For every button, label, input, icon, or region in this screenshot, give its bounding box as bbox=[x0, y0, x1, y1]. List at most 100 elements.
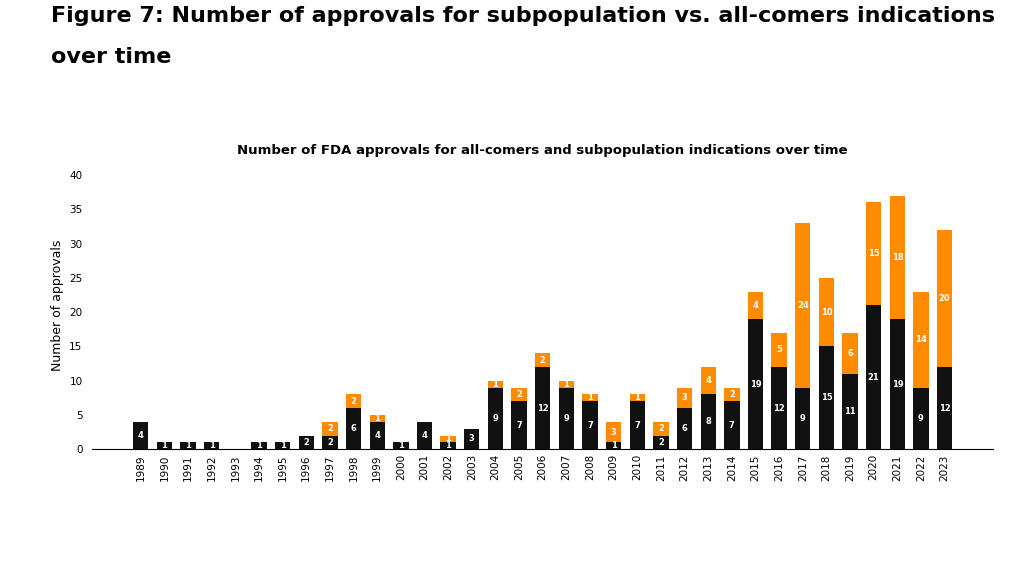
Text: 2: 2 bbox=[516, 390, 522, 399]
Bar bbox=[204, 442, 219, 449]
Text: 9: 9 bbox=[800, 414, 806, 423]
Bar bbox=[866, 305, 882, 449]
Text: 14: 14 bbox=[915, 335, 927, 344]
Bar bbox=[771, 367, 786, 449]
Text: 6: 6 bbox=[350, 424, 356, 433]
Bar bbox=[487, 381, 503, 388]
Bar bbox=[653, 435, 669, 449]
Bar bbox=[606, 422, 622, 442]
Text: 1: 1 bbox=[610, 441, 616, 450]
Text: over time: over time bbox=[51, 47, 172, 67]
Text: 7: 7 bbox=[729, 421, 735, 430]
Bar bbox=[487, 388, 503, 449]
Text: 1: 1 bbox=[375, 414, 380, 423]
Text: 1: 1 bbox=[634, 393, 640, 403]
Text: 3: 3 bbox=[610, 427, 616, 437]
Text: 20: 20 bbox=[939, 294, 950, 303]
Text: 3: 3 bbox=[469, 434, 475, 444]
Bar bbox=[890, 196, 905, 319]
Text: 12: 12 bbox=[537, 404, 549, 412]
Text: 7: 7 bbox=[635, 421, 640, 430]
Bar bbox=[370, 422, 385, 449]
Text: 15: 15 bbox=[867, 249, 880, 259]
Text: 1: 1 bbox=[493, 380, 499, 389]
Bar bbox=[843, 333, 858, 374]
Bar bbox=[677, 408, 692, 449]
Bar bbox=[511, 401, 526, 449]
Bar bbox=[795, 223, 810, 388]
Bar bbox=[630, 401, 645, 449]
Bar bbox=[346, 395, 361, 408]
Bar bbox=[583, 395, 598, 401]
Text: 2: 2 bbox=[303, 438, 309, 447]
Text: 15: 15 bbox=[820, 393, 833, 403]
Bar bbox=[299, 435, 314, 449]
Text: 3: 3 bbox=[682, 393, 687, 403]
Bar bbox=[843, 374, 858, 449]
Text: 9: 9 bbox=[563, 414, 569, 423]
Text: 11: 11 bbox=[844, 407, 856, 416]
Bar bbox=[370, 415, 385, 422]
Text: 1: 1 bbox=[209, 441, 215, 450]
Text: 2: 2 bbox=[327, 424, 333, 433]
Bar bbox=[606, 442, 622, 449]
Bar bbox=[464, 429, 479, 449]
Bar bbox=[583, 401, 598, 449]
Bar bbox=[275, 442, 291, 449]
Text: 1: 1 bbox=[398, 441, 403, 450]
Text: 18: 18 bbox=[892, 253, 903, 262]
Bar bbox=[323, 435, 338, 449]
Text: 6: 6 bbox=[847, 349, 853, 358]
Text: 1: 1 bbox=[445, 434, 452, 444]
Text: 19: 19 bbox=[892, 380, 903, 389]
Bar bbox=[251, 442, 266, 449]
Bar bbox=[771, 333, 786, 367]
Bar bbox=[440, 435, 456, 442]
Text: 2: 2 bbox=[658, 424, 664, 433]
Bar bbox=[653, 422, 669, 435]
Text: 1: 1 bbox=[185, 441, 191, 450]
Text: 6: 6 bbox=[682, 424, 687, 433]
Bar bbox=[937, 230, 952, 367]
Text: 9: 9 bbox=[493, 414, 499, 423]
Text: 1: 1 bbox=[162, 441, 167, 450]
Bar bbox=[559, 381, 574, 388]
Text: 4: 4 bbox=[422, 431, 427, 440]
Bar bbox=[819, 346, 835, 449]
Title: Number of FDA approvals for all-comers and subpopulation indications over time: Number of FDA approvals for all-comers a… bbox=[238, 145, 848, 157]
Text: 4: 4 bbox=[706, 376, 711, 385]
Text: 2: 2 bbox=[658, 438, 664, 447]
Bar bbox=[866, 202, 882, 305]
Bar bbox=[700, 367, 716, 395]
Text: 1: 1 bbox=[587, 393, 593, 403]
Text: 5: 5 bbox=[776, 346, 782, 354]
Bar bbox=[157, 442, 172, 449]
Bar bbox=[535, 353, 551, 367]
Bar bbox=[913, 388, 929, 449]
Text: 7: 7 bbox=[587, 421, 593, 430]
Bar bbox=[133, 422, 148, 449]
Bar bbox=[748, 319, 763, 449]
Bar bbox=[417, 422, 432, 449]
Text: 12: 12 bbox=[773, 404, 785, 412]
Text: 2: 2 bbox=[729, 390, 735, 399]
Bar bbox=[677, 388, 692, 408]
Text: 4: 4 bbox=[753, 301, 759, 310]
Text: 1: 1 bbox=[563, 380, 569, 389]
Bar bbox=[511, 388, 526, 401]
Text: 9: 9 bbox=[919, 414, 924, 423]
Text: 8: 8 bbox=[706, 418, 711, 426]
Bar bbox=[890, 319, 905, 449]
Text: 21: 21 bbox=[867, 373, 880, 382]
Bar bbox=[913, 291, 929, 388]
Text: 24: 24 bbox=[797, 301, 809, 310]
Text: 7: 7 bbox=[516, 421, 522, 430]
Bar bbox=[323, 422, 338, 435]
Bar bbox=[724, 401, 739, 449]
Bar bbox=[795, 388, 810, 449]
Bar bbox=[393, 442, 409, 449]
Bar bbox=[819, 278, 835, 346]
Bar bbox=[346, 408, 361, 449]
Text: 2: 2 bbox=[540, 355, 546, 365]
Bar bbox=[937, 367, 952, 449]
